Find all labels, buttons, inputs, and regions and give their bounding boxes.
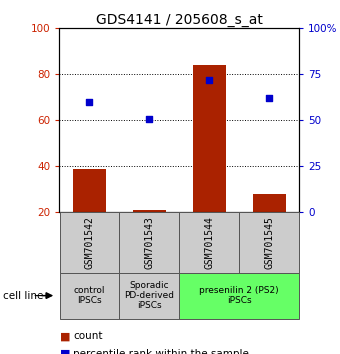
Bar [119,212,180,273]
Text: percentile rank within the sample: percentile rank within the sample [73,349,249,354]
Point [207,77,212,83]
Text: GSM701545: GSM701545 [264,216,274,269]
Point [147,116,152,121]
Text: control
IPSCs: control IPSCs [74,286,105,305]
Bar [239,212,299,273]
Bar [59,212,119,273]
Text: GSM701543: GSM701543 [144,216,154,269]
Point [87,99,92,105]
Text: ■: ■ [59,349,70,354]
Point [267,96,272,101]
Bar [180,273,299,319]
Text: GSM701542: GSM701542 [84,216,95,269]
Bar [59,273,119,319]
Text: presenilin 2 (PS2)
iPSCs: presenilin 2 (PS2) iPSCs [200,286,279,305]
Text: ■: ■ [59,331,70,341]
Text: cell line: cell line [3,291,44,301]
Bar [73,169,106,258]
Text: Sporadic
PD-derived
iPSCs: Sporadic PD-derived iPSCs [124,281,174,310]
Bar [193,65,226,258]
Bar [253,194,286,258]
Text: GSM701544: GSM701544 [204,216,214,269]
Text: count: count [73,331,103,341]
Bar [180,212,239,273]
Title: GDS4141 / 205608_s_at: GDS4141 / 205608_s_at [96,13,263,27]
Bar [133,210,166,258]
Bar [119,273,180,319]
